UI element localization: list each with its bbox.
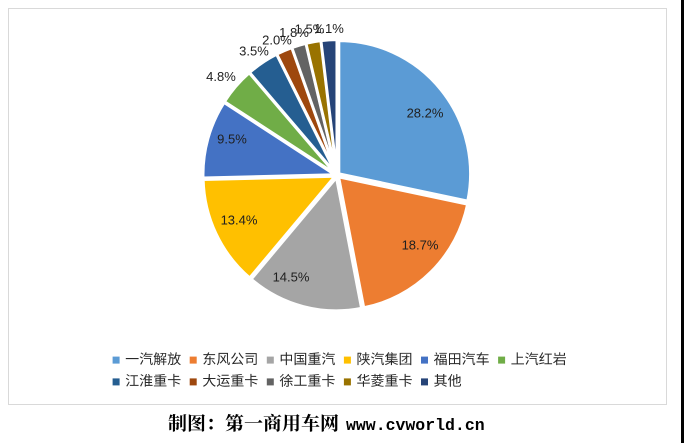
svg-text:3.5%: 3.5% [239,44,269,59]
svg-text:28.2%: 28.2% [407,106,444,121]
svg-text:1.5%: 1.5% [295,22,325,37]
svg-text:2.0%: 2.0% [262,33,292,48]
svg-text:14.5%: 14.5% [273,270,310,285]
svg-text:9.5%: 9.5% [217,132,247,147]
svg-text:1.8%: 1.8% [279,25,309,40]
svg-text:1.1%: 1.1% [314,21,344,36]
svg-text:www.cvworld.cn: www.cvworld.cn [346,416,485,435]
svg-text:18.7%: 18.7% [402,238,439,253]
svg-text:13.4%: 13.4% [221,213,258,228]
svg-text:4.8%: 4.8% [206,69,236,84]
